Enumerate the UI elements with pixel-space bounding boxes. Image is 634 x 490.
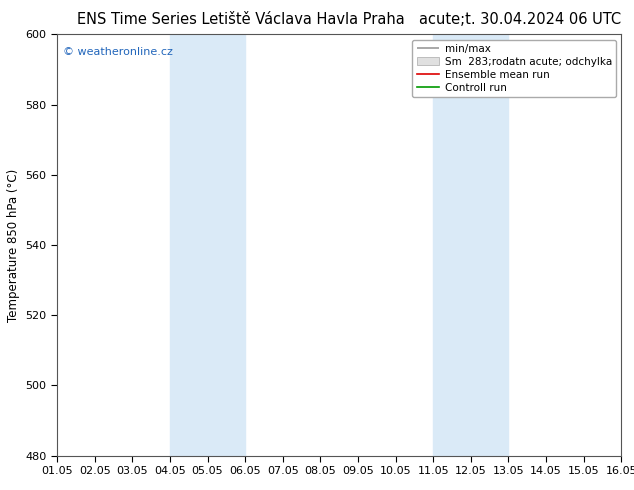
Y-axis label: Temperature 850 hPa (°C): Temperature 850 hPa (°C) [7,169,20,321]
Bar [170,34,245,456]
Text: ENS Time Series Letiště Václava Havla Praha: ENS Time Series Letiště Václava Havla Pr… [77,12,404,27]
Text: acute;t. 30.04.2024 06 UTC: acute;t. 30.04.2024 06 UTC [419,12,621,27]
Text: © weatheronline.cz: © weatheronline.cz [63,47,172,57]
Legend: min/max, Sm  283;rodatn acute; odchylka, Ensemble mean run, Controll run: min/max, Sm 283;rodatn acute; odchylka, … [412,40,616,97]
Bar [433,34,508,456]
